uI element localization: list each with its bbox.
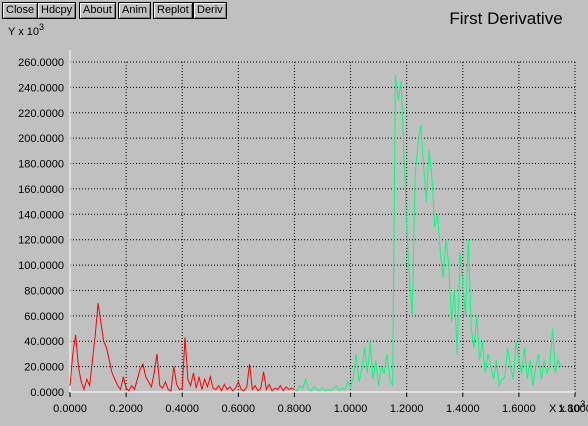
y-tick-label: 0.0000 bbox=[30, 387, 64, 399]
y-tick-label: 240.0000 bbox=[18, 82, 64, 94]
toolbar-button[interactable]: Anim bbox=[118, 2, 152, 19]
toolbar-button[interactable]: Hdcpy bbox=[37, 2, 77, 19]
chart-title: First Derivative bbox=[449, 9, 562, 28]
y-tick-label: 60.0000 bbox=[24, 311, 64, 323]
y-tick-label: 100.0000 bbox=[18, 260, 64, 272]
x-axis-label-text: X x 10 bbox=[549, 403, 580, 415]
y-tick-label: 120.0000 bbox=[18, 235, 64, 247]
toolbar-button[interactable]: About bbox=[79, 2, 116, 19]
x-tick-label: 0.6000 bbox=[222, 403, 256, 415]
y-tick-label: 220.0000 bbox=[18, 108, 64, 120]
y-tick-label: 140.0000 bbox=[18, 209, 64, 221]
x-axis-label: X x 103 bbox=[549, 399, 585, 415]
y-axis-label-text: Y x 10 bbox=[8, 26, 39, 38]
x-tick-label: 1.4000 bbox=[446, 403, 480, 415]
x-tick-label: 0.0000 bbox=[53, 403, 87, 415]
x-tick-label: 1.2000 bbox=[390, 403, 424, 415]
x-tick-label: 0.8000 bbox=[278, 403, 312, 415]
toolbar-button[interactable]: Deriv bbox=[193, 2, 227, 19]
toolbar-button[interactable]: Replot bbox=[153, 2, 193, 19]
y-tick-label: 160.0000 bbox=[18, 184, 64, 196]
data-line bbox=[69, 303, 295, 392]
x-tick-label: 1.0000 bbox=[334, 403, 368, 415]
x-tick-label: 0.4000 bbox=[165, 403, 199, 415]
y-axis-label-exponent: 3 bbox=[39, 22, 44, 32]
y-axis-label: Y x 103 bbox=[8, 22, 44, 38]
y-tick-label: 180.0000 bbox=[18, 159, 64, 171]
x-tick-label: 1.6000 bbox=[502, 403, 536, 415]
x-axis-label-exponent: 3 bbox=[580, 399, 585, 409]
y-tick-label: 200.0000 bbox=[18, 133, 64, 145]
y-tick-label: 20.0000 bbox=[24, 362, 64, 374]
y-tick-label: 260.0000 bbox=[18, 57, 64, 69]
y-tick-label: 40.0000 bbox=[24, 336, 64, 348]
y-tick-label: 80.0000 bbox=[24, 285, 64, 297]
data-line bbox=[294, 74, 562, 392]
x-tick-label: 0.2000 bbox=[109, 403, 143, 415]
x-tick-label: 1.8000 bbox=[558, 403, 588, 415]
toolbar-button[interactable]: Close bbox=[2, 2, 39, 19]
